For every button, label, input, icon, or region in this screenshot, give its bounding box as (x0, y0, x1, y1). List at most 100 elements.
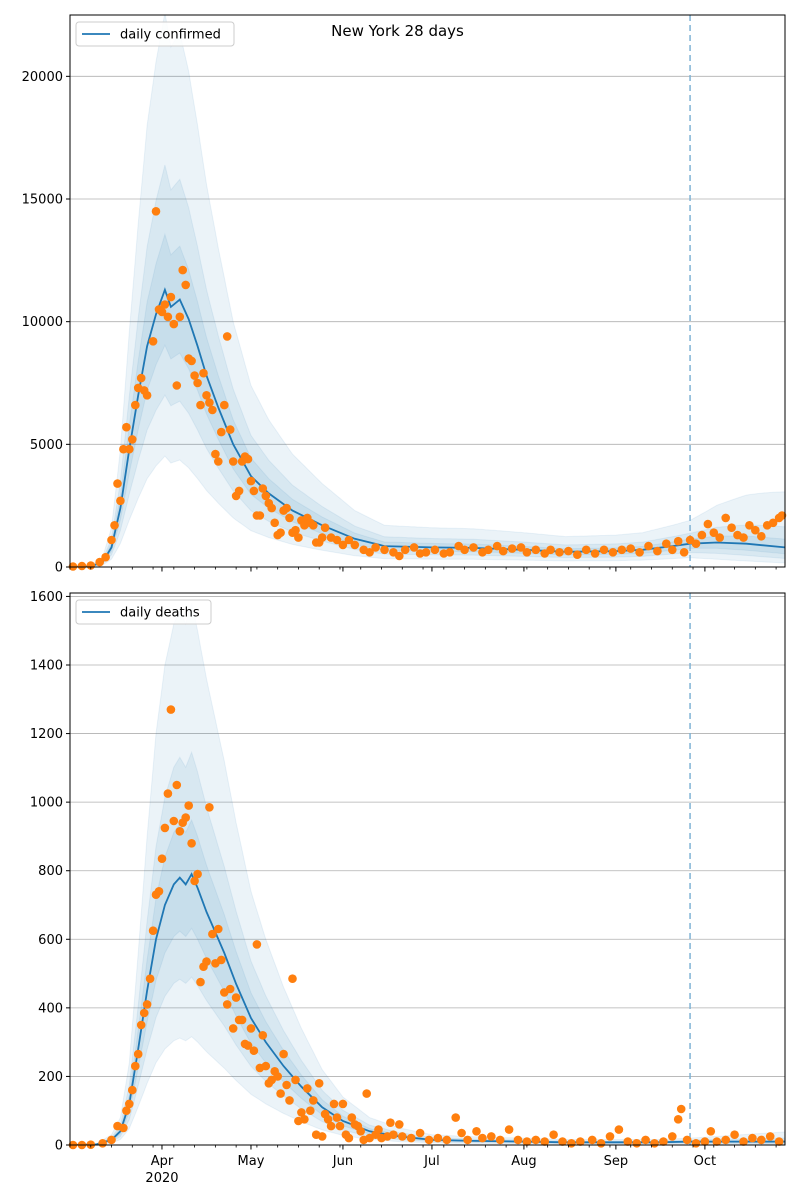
confirmed-data-point (590, 549, 600, 558)
confirmed-data-point (208, 405, 217, 415)
deaths-data-point (442, 1135, 452, 1145)
confirmed-data-point (626, 544, 635, 553)
deaths-data-point (175, 827, 185, 836)
confirmed-data-point (166, 292, 176, 302)
confirmed-data-point (169, 319, 179, 329)
confirmed-data-point (673, 536, 683, 546)
deaths-data-point (125, 1099, 134, 1109)
deaths-data-point (160, 823, 170, 833)
confirmed-data-point (222, 332, 232, 341)
confirmed-data-point (234, 486, 244, 496)
deaths-data-point (424, 1135, 434, 1145)
deaths-data-point (398, 1132, 407, 1141)
deaths-data-point (231, 993, 241, 1002)
confirmed-data-point (546, 545, 555, 555)
deaths-data-point (748, 1133, 757, 1143)
confirmed-data-point (214, 457, 223, 466)
confirmed-data-point (110, 521, 119, 530)
deaths-data-point (386, 1118, 395, 1127)
deaths-data-point (222, 1000, 232, 1009)
confirmed-data-point (249, 486, 259, 496)
confirmed-data-point (294, 533, 303, 542)
deaths-data-point (252, 940, 262, 949)
confirmed-data-point (243, 454, 253, 464)
deaths-data-point (288, 974, 297, 983)
deaths-data-point (332, 1113, 342, 1122)
confirmed-data-point (199, 368, 208, 378)
deaths-data-point (478, 1133, 487, 1143)
deaths-data-point (314, 1079, 324, 1088)
deaths-data-point (148, 926, 158, 935)
deaths-data-point (344, 1133, 354, 1143)
confirmed-data-point (350, 540, 360, 550)
confirmed-data-point (116, 496, 125, 506)
confirmed-y-tick-label: 15000 (22, 193, 63, 208)
confirmed-data-point (255, 511, 265, 520)
confirmed-data-point (190, 371, 199, 380)
deaths-data-point (774, 1137, 784, 1146)
confirmed-legend: daily confirmed (75, 21, 235, 47)
confirmed-data-point (531, 545, 541, 555)
deaths-x-tick-label: Jun (332, 1154, 353, 1169)
confirmed-data-point (193, 378, 202, 388)
deaths-data-point (258, 1031, 268, 1040)
deaths-data-point (587, 1135, 597, 1145)
deaths-data-point (166, 705, 176, 714)
deaths-data-point (765, 1132, 775, 1141)
deaths-y-tick-label: 1000 (30, 796, 63, 811)
deaths-data-point (347, 1113, 357, 1122)
confirmed-data-point (599, 545, 609, 555)
deaths-data-point (279, 1049, 288, 1059)
deaths-data-point (406, 1133, 416, 1143)
confirmed-data-point (739, 533, 748, 542)
deaths-data-point (243, 1041, 253, 1050)
deaths-data-point (285, 1096, 294, 1105)
confirmed-data-point (421, 548, 431, 557)
deaths-data-point (576, 1137, 585, 1146)
deaths-data-point (433, 1133, 443, 1143)
confirmed-data-point (309, 521, 318, 530)
deaths-data-point (730, 1130, 739, 1139)
confirmed-data-point (338, 540, 348, 550)
confirmed-data-point (320, 523, 330, 532)
deaths-data-point (139, 1008, 149, 1018)
deaths-y-tick-label: 200 (38, 1070, 63, 1085)
confirmed-data-point (564, 546, 573, 556)
deaths-data-point (513, 1135, 523, 1145)
confirmed-data-point (107, 535, 116, 545)
deaths-data-point (98, 1139, 107, 1148)
deaths-data-point (303, 1084, 312, 1093)
deaths-data-point (614, 1125, 624, 1134)
confirmed-data-point (205, 398, 214, 407)
deaths-data-point (558, 1137, 567, 1146)
confirmed-data-point (703, 519, 713, 529)
deaths-data-point (309, 1096, 318, 1105)
confirmed-data-point (395, 551, 404, 561)
deaths-data-point (122, 1106, 131, 1115)
deaths-data-point (682, 1135, 692, 1145)
deaths-data-point (540, 1137, 549, 1146)
confirmed-data-point (136, 373, 146, 383)
deaths-x-tick-label: Apr (151, 1154, 174, 1169)
deaths-y-tick-label: 600 (38, 933, 63, 948)
confirmed-data-point (148, 337, 158, 346)
deaths-data-point (237, 1015, 247, 1025)
deaths-data-point (451, 1113, 461, 1122)
deaths-data-point (225, 984, 235, 994)
confirmed-data-point (644, 541, 653, 551)
deaths-data-point (202, 957, 211, 966)
confirmed-y-tick-label: 0 (55, 561, 63, 576)
confirmed-data-point (498, 546, 508, 556)
confirmed-data-point (77, 561, 87, 571)
deaths-legend-label: daily deaths (120, 606, 200, 621)
deaths-data-point (217, 955, 226, 965)
deaths-data-point (605, 1132, 615, 1141)
confirmed-data-point (679, 548, 689, 557)
deaths-y-tick-label: 1400 (30, 659, 63, 674)
confirmed-legend-label: daily confirmed (120, 28, 221, 43)
confirmed-data-point (555, 548, 564, 557)
confirmed-data-point (768, 518, 778, 528)
confirmed-data-point (228, 457, 238, 466)
deaths-x-tick-label: Sep (604, 1154, 629, 1169)
deaths-data-point (329, 1099, 339, 1109)
